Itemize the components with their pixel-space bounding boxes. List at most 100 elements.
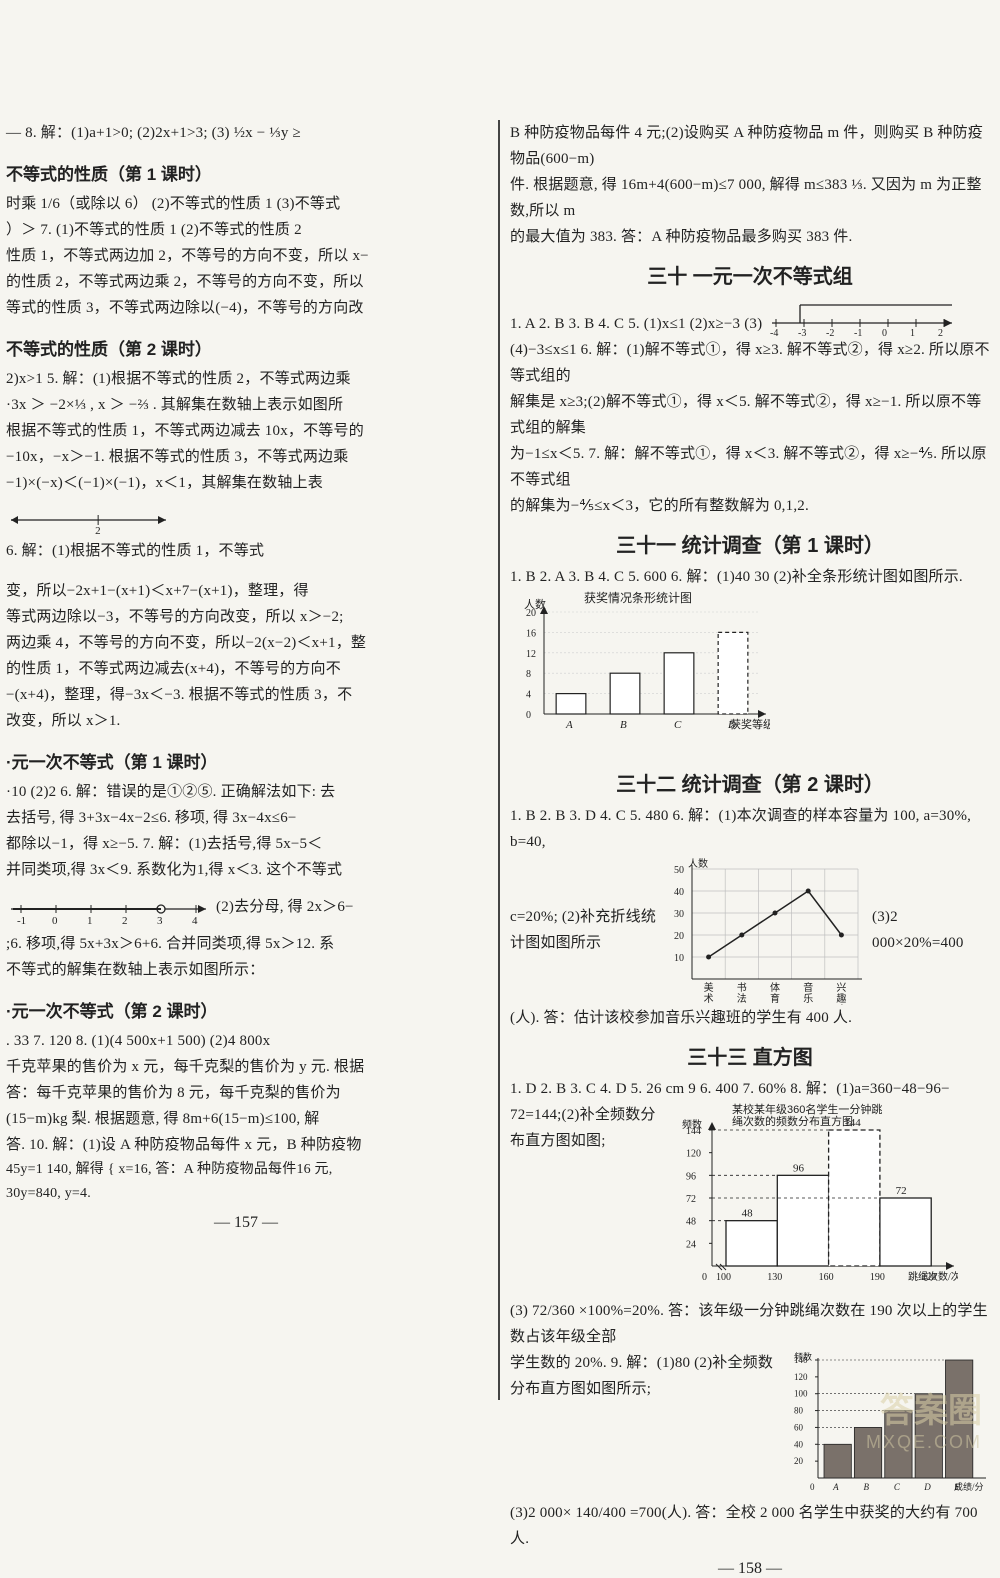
- text: 都除以−1，得 x≥−5. 7. 解：(1)去括号,得 5x−5＜: [6, 831, 486, 857]
- text: 1. B 2. B 3. D 4. C 5. 480 6. 解：(1)本次调查的…: [510, 803, 990, 855]
- page-number-right: — 158 —: [510, 1560, 990, 1578]
- bar-chart-31: 获奖情况条形统计图048121620人数ABCD获奖等级: [510, 590, 990, 758]
- text: (3)2 000×20%=400: [872, 904, 990, 956]
- text: 的最大值为 383. 答：A 种防疫物品最多购买 383 件.: [510, 224, 990, 250]
- text: 的性质 2，不等式两边乘 2，不等号的方向不变，所以: [6, 269, 486, 295]
- svg-text:0: 0: [882, 328, 887, 337]
- text: 千克苹果的售价为 x 元，每千克梨的售价为 y 元. 根据: [6, 1054, 486, 1080]
- row-33-hist: 72=144;(2)补全频数分布直方图如图; 某校某年级360名学生一分钟跳绳次…: [510, 1102, 990, 1298]
- svg-text:48: 48: [686, 1217, 696, 1228]
- svg-text:10: 10: [674, 953, 684, 964]
- svg-text:获奖情况条形统计图: 获奖情况条形统计图: [584, 591, 692, 605]
- svg-text:12: 12: [526, 649, 536, 660]
- text: 的解集为−⅘≤x＜3，它的所有整数解为 0,1,2.: [510, 493, 990, 519]
- row-32-chart: c=20%; (2)补充折线统计图如图所示 1020304050人数美术书法体育…: [510, 855, 990, 1005]
- svg-text:法: 法: [737, 992, 747, 1005]
- text: 等式两边除以−3，不等号的方向改变，所以 x＞−2;: [6, 604, 486, 630]
- svg-text:1: 1: [87, 915, 93, 927]
- svg-text:-1: -1: [17, 915, 26, 927]
- text: 为−1≤x＜5. 7. 解：解不等式①，得 x＜3. 解不等式②，得 x≥−⅘.…: [510, 441, 990, 493]
- number-line-30: -4-3-2-1012: [762, 295, 962, 337]
- svg-text:成绩/分: 成绩/分: [954, 1481, 984, 1492]
- svg-text:100: 100: [794, 1389, 808, 1399]
- svg-text:育: 育: [770, 992, 780, 1005]
- svg-text:A: A: [565, 719, 573, 731]
- page-number-left: — 157 —: [6, 1214, 486, 1232]
- text: — 8. 解：(1)a+1>0; (2)2x+1>3; (3) ½x − ⅓y …: [6, 120, 486, 146]
- text: 解集是 x≥3;(2)解不等式①，得 x＜5. 解不等式②，得 x≥−1. 所以…: [510, 389, 990, 441]
- svg-text:趣: 趣: [836, 992, 846, 1005]
- text: 30y=840, y=4.: [6, 1182, 486, 1206]
- text: 等式的性质 3，不等式两边除以(−4)，不等号的方向改: [6, 295, 486, 321]
- text: 变，所以−2x+1−(x+1)＜x+7−(x+1)，整理，得: [6, 578, 486, 604]
- number-line-2: -101234 (2)去分母, 得 2x＞6−: [6, 883, 486, 931]
- svg-text:24: 24: [686, 1239, 696, 1250]
- svg-text:1: 1: [910, 328, 915, 337]
- heading-30: 三十 一元一次不等式组: [510, 260, 990, 289]
- text: 1. B 2. A 3. B 4. C 5. 600 6. 解：(1)40 30…: [510, 564, 990, 590]
- heading-33: 三十三 直方图: [510, 1041, 990, 1070]
- svg-text:130: 130: [767, 1272, 782, 1283]
- text: 去括号, 得 3+3x−4x−2≤6. 移项, 得 3x−4x≤6−: [6, 805, 486, 831]
- svg-text:100: 100: [716, 1272, 731, 1283]
- column-divider: [498, 120, 500, 1400]
- svg-text:A: A: [832, 1482, 839, 1492]
- svg-text:4: 4: [526, 690, 531, 701]
- svg-text:C: C: [894, 1482, 901, 1492]
- svg-text:B: B: [620, 719, 627, 731]
- text: B 种防疫物品每件 4 元;(2)设购买 A 种防疫物品 m 件，则购买 B 种…: [510, 120, 990, 172]
- svg-text:120: 120: [686, 1149, 701, 1160]
- svg-text:-2: -2: [826, 328, 834, 337]
- svg-text:某校某年级360名学生一分钟跳: 某校某年级360名学生一分钟跳: [732, 1102, 882, 1116]
- text: . 33 7. 120 8. (1)(4 500x+1 500) (2)4 80…: [6, 1028, 486, 1054]
- svg-text:2: 2: [95, 525, 101, 534]
- text: −(x+4)，整理，得−3x＜−3. 根据不等式的性质 3，不: [6, 682, 486, 708]
- svg-text:-3: -3: [798, 328, 806, 337]
- svg-text:4: 4: [192, 915, 198, 927]
- text: 的性质 1，不等式两边减去(x+4)，不等号的方向不: [6, 656, 486, 682]
- svg-text:B: B: [863, 1482, 869, 1492]
- svg-text:获奖等级: 获奖等级: [730, 717, 770, 731]
- text: (3)2 000× 140/400 =700(人). 答：全校 2 000 名学…: [510, 1500, 990, 1552]
- text: 学生数的 20%. 9. 解：(1)80 (2)补全频数分布直方图如图所示;: [510, 1350, 782, 1402]
- svg-text:2: 2: [122, 915, 128, 927]
- svg-text:绳次数的频数分布直方图: 绳次数的频数分布直方图: [732, 1114, 853, 1128]
- heading-31: 三十一 统计调查（第 1 课时）: [510, 529, 990, 558]
- svg-text:兴: 兴: [836, 982, 846, 994]
- text: ）＞ 7. (1)不等式的性质 1 (2)不等式的性质 2: [6, 217, 486, 243]
- svg-text:术: 术: [704, 993, 714, 1005]
- svg-text:8: 8: [526, 669, 531, 680]
- text: (人). 答：估计该校参加音乐兴趣班的学生有 400 人.: [510, 1005, 990, 1031]
- text: (4)−3≤x≤1 6. 解：(1)解不等式①，得 x≥3. 解不等式②，得 x…: [510, 337, 990, 389]
- line-chart-32: 1020304050人数美术书法体育音乐兴趣班: [666, 855, 866, 1005]
- row-30-q5: 1. A 2. B 3. B 4. C 5. (1)x≤1 (2)x≥−3 (3…: [510, 295, 990, 337]
- text: 改变，所以 x＞1.: [6, 708, 486, 734]
- svg-text:美: 美: [704, 981, 714, 994]
- svg-text:96: 96: [793, 1162, 805, 1174]
- svg-text:48: 48: [742, 1208, 754, 1220]
- svg-text:频数: 频数: [794, 1351, 812, 1362]
- svg-text:72: 72: [686, 1194, 696, 1205]
- svg-text:0: 0: [526, 710, 531, 721]
- svg-text:2: 2: [938, 328, 943, 337]
- text: 不等式的解集在数轴上表示如图所示：: [6, 957, 486, 983]
- text: −10x，−x＞−1. 根据不等式的性质 3，不等式两边乘: [6, 444, 486, 470]
- text: ·10 (2)2 6. 解：错误的是①②⑤. 正确解法如下: 去: [6, 779, 486, 805]
- text: 6. 解：(1)根据不等式的性质 1，不等式: [6, 543, 264, 559]
- svg-text:96: 96: [686, 1171, 696, 1182]
- svg-text:20: 20: [674, 931, 684, 942]
- text: 1. A 2. B 3. B 4. C 5. (1)x≤1 (2)x≥−3 (3…: [510, 311, 762, 337]
- text: 1. D 2. B 3. C 4. D 5. 26 cm 9 6. 400 7.…: [510, 1076, 990, 1102]
- svg-text:160: 160: [819, 1272, 834, 1283]
- left-column: — 8. 解：(1)a+1>0; (2)2x+1>3; (3) ½x − ⅓y …: [6, 120, 486, 1232]
- svg-text:0: 0: [52, 915, 58, 927]
- svg-text:C: C: [674, 719, 682, 731]
- text: 答：每千克苹果的售价为 8 元，每千克梨的售价为: [6, 1080, 486, 1106]
- svg-text:0: 0: [702, 1272, 707, 1283]
- text: 2)x>1 5. 解：(1)根据不等式的性质 2，不等式两边乘: [6, 366, 486, 392]
- svg-text:频数: 频数: [682, 1118, 702, 1131]
- text: 件. 根据题意, 得 16m+4(600−m)≤7 000, 解得 m≤383 …: [510, 172, 990, 224]
- text: (15−m)kg 梨. 根据题意, 得 8m+6(15−m)≤100, 解: [6, 1106, 486, 1132]
- svg-text:3: 3: [157, 915, 163, 927]
- svg-text:-1: -1: [854, 328, 862, 337]
